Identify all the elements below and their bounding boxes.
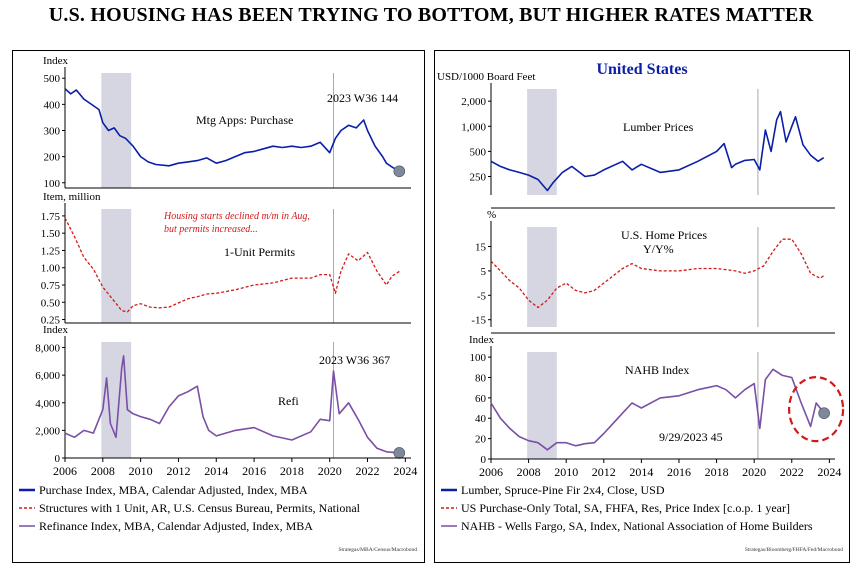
y-tick-label: 300 <box>44 126 61 138</box>
recession-band <box>527 352 557 459</box>
chart-annotation-refi: 2023 W36 367 <box>319 353 390 367</box>
y-tick-label: 6,000 <box>35 370 60 382</box>
x-tick-label: 2010 <box>554 465 578 479</box>
series-line-lumber <box>490 110 825 192</box>
y-tick-label: 500 <box>470 146 487 158</box>
x-tick-label: 2010 <box>129 464 153 478</box>
x-tick-label: 2020 <box>318 464 342 478</box>
chart-label-nahb: NAHB Index <box>625 363 689 377</box>
x-tick-label: 2006 <box>479 465 503 479</box>
recession-band <box>527 227 557 327</box>
y-tick-label: 250 <box>470 171 487 183</box>
chart-label-lumber: Lumber Prices <box>623 120 694 134</box>
x-tick-label: 2020 <box>742 465 766 479</box>
x-tick-label: 2022 <box>356 464 380 478</box>
x-tick-label: 2006 <box>53 464 77 478</box>
left-chart-svg: 500 400 300 200 100 Index 1.75 1.50 1.25 1.00 0.75… <box>19 55 417 553</box>
y-tick-label: -5 <box>477 290 487 302</box>
last-value-marker <box>393 165 406 178</box>
y-tick-label: 500 <box>44 73 61 85</box>
page-title: U.S. HOUSING HAS BEEN TRYING TO BOTTOM, … <box>48 4 814 26</box>
y-axis-unit: Index <box>469 334 495 346</box>
chart-label-home-prices-line1: U.S. Home Prices <box>621 228 707 242</box>
right-chart-panel: 2,000 1,000 500 250 USD/1000 Board Feet 15 5 -5… <box>434 50 850 563</box>
x-tick-label: 2016 <box>667 465 691 479</box>
y-tick-label: 100 <box>44 178 61 190</box>
y-axis-unit: Item, million <box>43 191 101 203</box>
y-tick-label: 400 <box>44 99 61 111</box>
x-tick-label: 2018 <box>705 465 729 479</box>
y-tick-label: 100 <box>470 352 487 364</box>
y-axis-unit: % <box>487 209 496 221</box>
chart-label-refi: Refi <box>278 394 299 408</box>
chart-annotation-permits-line1: Housing starts declined m/m in Aug, <box>163 211 310 222</box>
legend-label: US Purchase-Only Total, SA, FHFA, Res, P… <box>461 501 790 515</box>
last-value-marker <box>393 447 406 459</box>
x-tick-label: 2012 <box>166 464 190 478</box>
y-tick-label: 1,000 <box>461 121 486 133</box>
last-value-marker <box>818 407 830 419</box>
y-tick-label: 200 <box>44 152 61 164</box>
recession-band <box>527 89 557 195</box>
right-chart-svg: 2,000 1,000 500 250 USD/1000 Board Feet 15 5 -5… <box>437 61 845 553</box>
series-line-nahb <box>490 368 825 451</box>
chart-label-permits: 1-Unit Permits <box>224 245 295 259</box>
x-tick-label: 2018 <box>280 464 304 478</box>
recession-band <box>101 209 132 323</box>
x-tick-label: 2014 <box>629 465 653 479</box>
series-line-home-prices <box>490 238 825 309</box>
y-tick-label: 0.25 <box>41 315 61 327</box>
y-tick-label: 0 <box>55 453 61 465</box>
y-axis-unit: Index <box>43 55 69 67</box>
chart-annotation-permits-line2: but permits increased... <box>164 224 258 235</box>
y-tick-label: 60 <box>475 393 487 405</box>
source-note: Strategas/Bloomberg/FHFA/Fed/Macrobond <box>745 547 843 553</box>
x-tick-label: 2014 <box>204 464 228 478</box>
x-tick-label: 2022 <box>780 465 804 479</box>
y-axis-unit: USD/1000 Board Feet <box>437 71 535 83</box>
x-tick-label: 2012 <box>592 465 616 479</box>
legend-label: NAHB - Wells Fargo, SA, Index, National … <box>461 519 813 533</box>
series-line-mtg-purchase <box>64 88 400 172</box>
y-tick-label: -15 <box>471 315 486 327</box>
chart-annotation-nahb: 9/29/2023 45 <box>659 430 723 444</box>
highlight-circle <box>787 376 845 443</box>
y-tick-label: 1.25 <box>41 245 61 257</box>
x-tick-label: 2024 <box>817 465 841 479</box>
y-tick-label: 1.00 <box>41 263 61 275</box>
y-tick-label: 5 <box>481 266 487 278</box>
y-tick-label: 20 <box>475 434 487 446</box>
y-tick-label: 8,000 <box>35 343 60 355</box>
legend-label: Purchase Index, MBA, Calendar Adjusted, … <box>39 483 308 497</box>
y-tick-label: 1.50 <box>41 228 61 240</box>
y-tick-label: 2,000 <box>35 425 60 437</box>
chart-annotation-mtg: 2023 W36 144 <box>327 91 398 105</box>
right-panel-header: United States <box>596 61 687 78</box>
y-tick-label: 1.75 <box>41 211 61 223</box>
x-tick-label: 2024 <box>393 464 417 478</box>
y-tick-label: 15 <box>475 242 487 254</box>
y-tick-label: 2,000 <box>461 96 486 108</box>
y-tick-label: 40 <box>475 413 487 425</box>
y-tick-label: 0.75 <box>41 280 61 292</box>
x-tick-label: 2016 <box>242 464 266 478</box>
legend-label: Refinance Index, MBA, Calendar Adjusted,… <box>39 519 313 533</box>
legend-label: Lumber, Spruce-Pine Fir 2x4, Close, USD <box>461 483 665 497</box>
y-tick-label: 0.50 <box>41 297 61 309</box>
x-tick-label: 2008 <box>91 464 115 478</box>
y-tick-label: 4,000 <box>35 398 60 410</box>
series-line-refi <box>64 354 400 454</box>
y-tick-label: 80 <box>475 372 487 384</box>
chart-label-mtg: Mtg Apps: Purchase <box>196 113 293 127</box>
left-chart-panel: 500 400 300 200 100 Index 1.75 1.50 1.25 1.00 0.75… <box>12 50 425 563</box>
series-line-permits <box>64 217 401 313</box>
y-axis-unit: Index <box>43 324 69 336</box>
x-tick-label: 2008 <box>517 465 541 479</box>
y-tick-label: 0 <box>481 454 487 466</box>
source-note: Strategas/MBA/Census/Macrobond <box>338 547 417 553</box>
legend-label: Structures with 1 Unit, AR, U.S. Census … <box>39 501 361 515</box>
chart-label-home-prices-line2: Y/Y% <box>643 242 674 256</box>
